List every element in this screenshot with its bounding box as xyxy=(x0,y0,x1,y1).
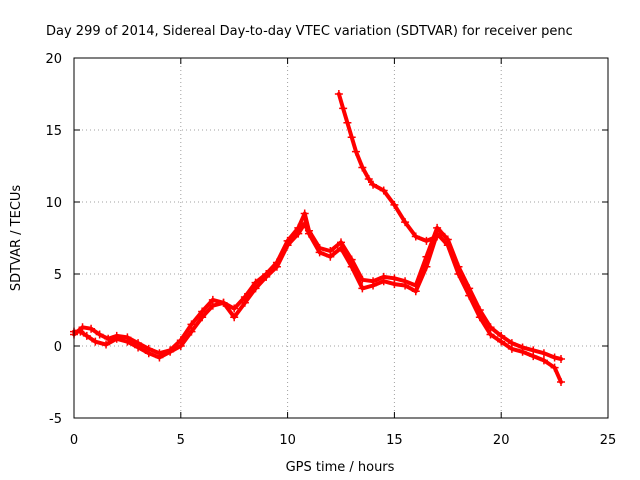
data-point-marker xyxy=(401,277,410,286)
data-point-marker xyxy=(155,349,164,358)
data-point-marker xyxy=(550,363,559,372)
data-point-marker xyxy=(433,223,442,232)
x-tick-label: 20 xyxy=(493,433,510,448)
x-tick-label: 0 xyxy=(70,433,78,448)
data-point-marker xyxy=(208,295,217,304)
x-tick-label: 10 xyxy=(279,433,296,448)
x-axis-ticks: 0 5 10 15 20 25 xyxy=(70,58,616,448)
data-point-marker xyxy=(358,163,367,172)
data-point-marker xyxy=(358,275,367,284)
data-point-marker xyxy=(91,337,100,346)
data-point-marker xyxy=(539,356,548,365)
data-point-marker xyxy=(134,339,143,348)
data-point-marker xyxy=(422,252,431,261)
data-point-marker xyxy=(251,278,260,287)
data-point-marker xyxy=(326,246,335,255)
plot-frame xyxy=(73,57,609,419)
x-axis-label: GPS time / hours xyxy=(286,460,395,475)
data-point-marker xyxy=(390,200,399,209)
data-point-marker xyxy=(411,232,420,241)
data-point-marker xyxy=(144,344,153,353)
data-point-marker xyxy=(87,324,96,333)
data-point-marker xyxy=(166,346,175,355)
data-point-marker xyxy=(433,232,442,241)
data-point-marker xyxy=(443,235,452,244)
y-axis-label: SDTVAR / TECUs xyxy=(9,185,24,292)
data-point-marker xyxy=(437,229,446,238)
data-point-marker xyxy=(465,284,474,293)
series-track-loop xyxy=(70,209,566,363)
data-point-marker xyxy=(507,339,516,348)
data-point-marker xyxy=(557,354,566,363)
data-point-marker xyxy=(401,218,410,227)
data-point-marker xyxy=(390,274,399,283)
data-point-marker xyxy=(379,272,388,281)
data-point-marker xyxy=(240,293,249,302)
data-point-marker xyxy=(369,180,378,189)
data-point-marker xyxy=(187,320,196,329)
data-point-marker xyxy=(364,174,373,183)
data-point-marker xyxy=(351,147,360,156)
data-marks xyxy=(70,90,566,386)
data-point-marker xyxy=(486,323,495,332)
data-point-marker xyxy=(78,323,87,332)
y-tick-label: 15 xyxy=(45,124,62,139)
data-point-marker xyxy=(411,281,420,290)
y-tick-label: 10 xyxy=(45,196,62,211)
data-point-marker xyxy=(294,223,303,232)
data-point-marker xyxy=(262,270,271,278)
y-tick-label: 0 xyxy=(54,340,62,355)
x-tick-label: 5 xyxy=(177,433,185,448)
x-tick-label: 25 xyxy=(600,433,617,448)
data-point-marker xyxy=(539,349,548,358)
data-point-marker xyxy=(379,186,388,195)
data-point-marker xyxy=(475,306,484,314)
data-point-marker xyxy=(82,331,91,340)
data-point-marker xyxy=(550,353,559,362)
data-point-marker xyxy=(422,236,431,245)
data-point-marker xyxy=(529,346,538,355)
data-point-marker xyxy=(557,378,566,386)
y-tick-label: -5 xyxy=(49,412,62,427)
data-point-marker xyxy=(454,262,463,271)
data-point-marker xyxy=(272,258,281,267)
y-tick-label: 5 xyxy=(54,268,62,283)
data-point-marker xyxy=(369,277,378,286)
data-point-marker xyxy=(334,90,343,98)
y-tick-label: 20 xyxy=(45,52,62,67)
chart-title: Day 299 of 2014, Sidereal Day-to-day VTE… xyxy=(46,24,573,39)
data-point-marker xyxy=(315,244,324,253)
data-point-marker xyxy=(104,334,113,343)
data-point-marker xyxy=(497,331,506,340)
y-axis-ticks: -5 0 5 10 15 20 xyxy=(45,52,608,427)
data-point-marker xyxy=(337,238,345,247)
data-point-marker xyxy=(343,118,352,127)
data-point-marker xyxy=(219,298,228,307)
x-tick-label: 15 xyxy=(386,433,403,448)
data-point-marker xyxy=(304,226,313,235)
data-point-marker xyxy=(123,333,132,342)
data-point-marker xyxy=(112,331,121,340)
data-point-marker xyxy=(198,307,207,316)
data-point-marker xyxy=(300,209,309,218)
data-point-marker xyxy=(486,330,495,339)
data-point-marker xyxy=(230,313,239,322)
data-point-marker xyxy=(518,343,527,352)
data-point-marker xyxy=(339,104,348,113)
data-point-marker xyxy=(283,236,292,245)
data-point-marker xyxy=(347,133,356,142)
data-point-marker xyxy=(102,340,111,349)
data-point-marker xyxy=(230,304,239,313)
data-point-marker xyxy=(358,284,367,293)
data-point-marker xyxy=(95,330,104,339)
data-point-marker xyxy=(176,336,185,345)
data-point-marker xyxy=(347,255,356,264)
series-track-descending xyxy=(334,90,446,245)
